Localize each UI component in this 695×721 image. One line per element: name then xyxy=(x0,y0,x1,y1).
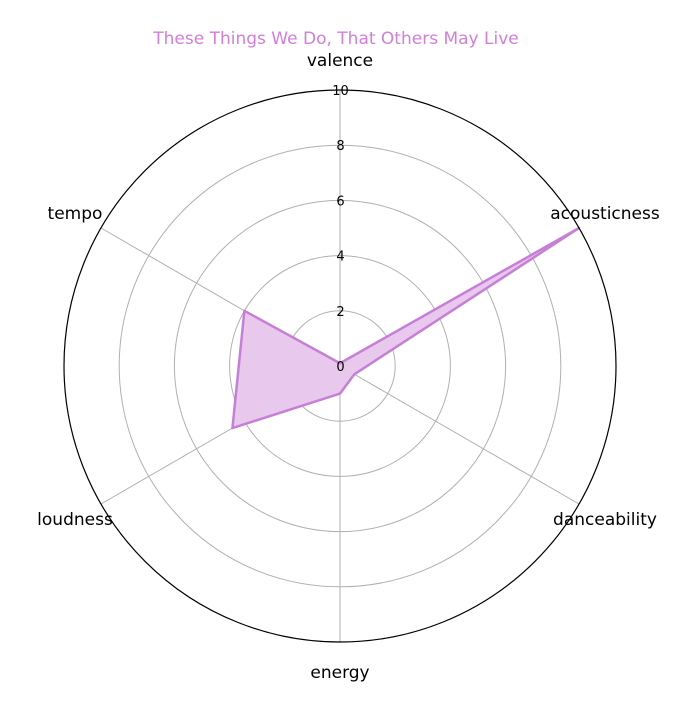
radial-tick-2: 2 xyxy=(336,305,344,320)
axis-label-energy: energy xyxy=(310,663,369,683)
radial-tick-10: 10 xyxy=(332,84,349,99)
radial-tick-8: 8 xyxy=(336,139,344,154)
axis-label-loudness: loudness xyxy=(37,510,113,530)
radial-tick-0: 0 xyxy=(336,360,344,375)
axis-label-tempo: tempo xyxy=(48,204,103,224)
axis-label-acousticness: acousticness xyxy=(550,204,660,224)
outer-circle xyxy=(63,89,617,643)
spoke-danceability xyxy=(339,365,580,505)
chart-title: These Things We Do, That Others May Live xyxy=(152,29,518,49)
radar-outer-frame xyxy=(63,89,617,643)
axis-labels: valence acousticness danceability energy lou… xyxy=(37,51,660,683)
radial-tick-4: 4 xyxy=(336,250,344,265)
axis-label-valence: valence xyxy=(307,51,373,71)
radar-series-layer xyxy=(231,226,581,430)
radial-tick-6: 6 xyxy=(336,194,344,209)
radial-tick-labels: 0 2 4 6 8 10 xyxy=(332,84,349,375)
axis-label-danceability: danceability xyxy=(553,510,657,530)
